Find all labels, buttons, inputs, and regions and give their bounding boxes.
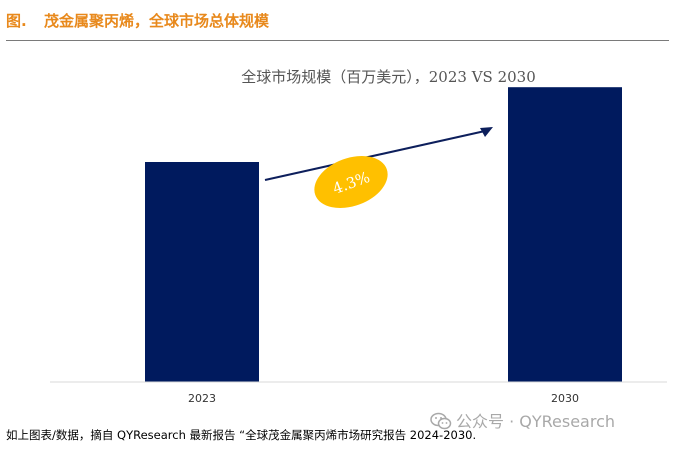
figure-header: 图. 茂金属聚丙烯，全球市场总体规模: [6, 10, 269, 31]
x-tick-label-2030: 2030: [551, 392, 579, 405]
cagr-arrow-line: [264, 130, 486, 181]
figure-title: 茂金属聚丙烯，全球市场总体规模: [44, 12, 270, 30]
chart-title: 全球市场规模（百万美元），2023 VS 2030: [241, 68, 536, 86]
cagr-badge: [314, 155, 388, 209]
watermark-text: 公众号 · QYResearch: [456, 412, 616, 431]
x-tick-label-2023: 2023: [188, 392, 216, 405]
bar-2030: [508, 87, 622, 382]
wechat-icon: [430, 412, 452, 430]
watermark: 公众号 · QYResearch: [430, 408, 615, 432]
header-divider: [6, 40, 669, 41]
figure-label: 图.: [6, 12, 27, 30]
cagr-arrow-head: [480, 127, 493, 137]
source-note: 如上图表/数据，摘自 QYResearch 最新报告 “全球茂金属聚丙烯市场研究…: [6, 428, 477, 442]
bar-2023: [145, 162, 259, 382]
